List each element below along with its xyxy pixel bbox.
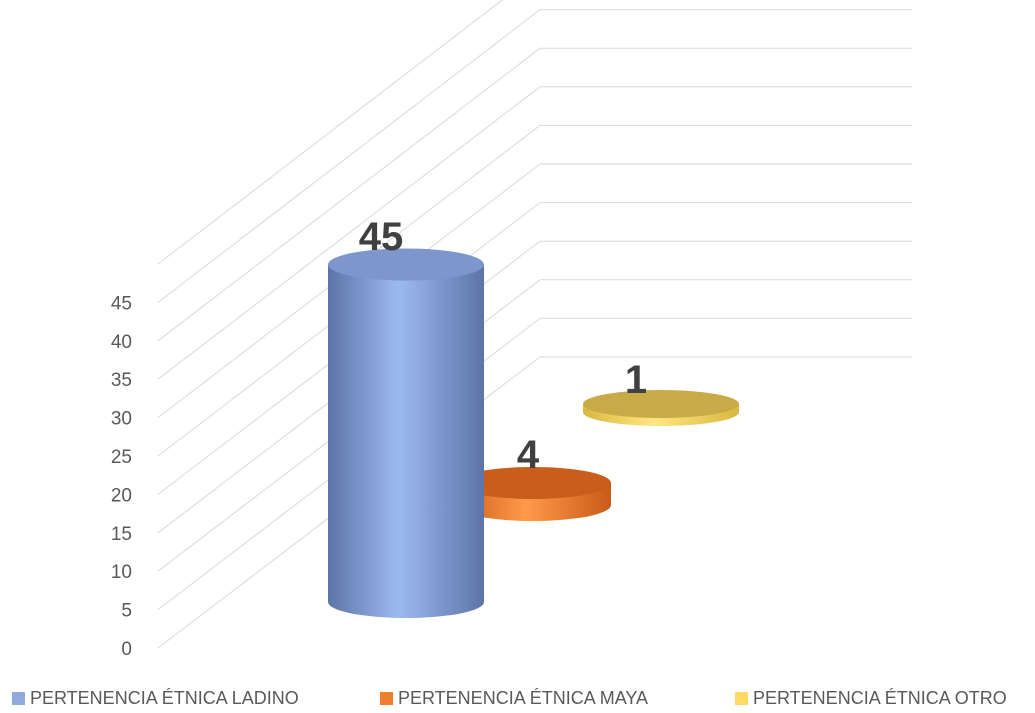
y-tick-label: 45: [111, 293, 132, 314]
bar-top: [328, 248, 484, 281]
y-tick-label: 15: [111, 524, 132, 545]
legend-item: PERTENENCIA ÉTNICA OTRO: [735, 688, 1007, 709]
legend-item: PERTENENCIA ÉTNICA MAYA: [380, 688, 648, 709]
gridline-side: [157, 47, 541, 342]
bar-top: [455, 467, 611, 499]
legend-label: PERTENENCIA ÉTNICA OTRO: [753, 688, 1007, 708]
gridline-side: [157, 9, 541, 303]
y-tick-label: 0: [121, 639, 132, 660]
bar-body: [328, 264, 484, 618]
bar-1: [328, 248, 484, 618]
y-tick-label: 35: [111, 370, 132, 391]
bar-3: [583, 390, 739, 426]
legend-swatch: [735, 692, 748, 705]
y-tick-label: 20: [111, 485, 132, 506]
bar-2: [455, 467, 611, 521]
data-label: 1: [625, 358, 647, 402]
legend-label: PERTENENCIA ÉTNICA MAYA: [398, 688, 649, 708]
legend-swatch: [12, 692, 25, 705]
y-tick-label: 30: [111, 409, 132, 430]
data-label: 45: [359, 215, 404, 259]
legend-swatch: [380, 692, 393, 705]
chart-plot: 0 5 10 15 20 25 30 35 40 45 1 4 45: [111, 0, 912, 660]
legend-item: PERTENENCIA ÉTNICA LADINO: [12, 688, 299, 709]
y-tick-label: 25: [111, 447, 132, 468]
gridline-side: [157, 0, 504, 265]
legend: PERTENENCIA ÉTNICA LADINO PERTENENCIA ÉTN…: [0, 688, 1035, 713]
y-tick-label: 5: [121, 601, 132, 622]
data-label: 4: [517, 433, 540, 477]
gridlines: [157, 0, 912, 649]
bar-top: [583, 390, 739, 418]
y-tick-label: 10: [111, 562, 132, 583]
gridline-side: [157, 86, 541, 380]
y-tick-label: 40: [111, 332, 132, 353]
legend-label: PERTENENCIA ÉTNICA LADINO: [30, 688, 299, 708]
